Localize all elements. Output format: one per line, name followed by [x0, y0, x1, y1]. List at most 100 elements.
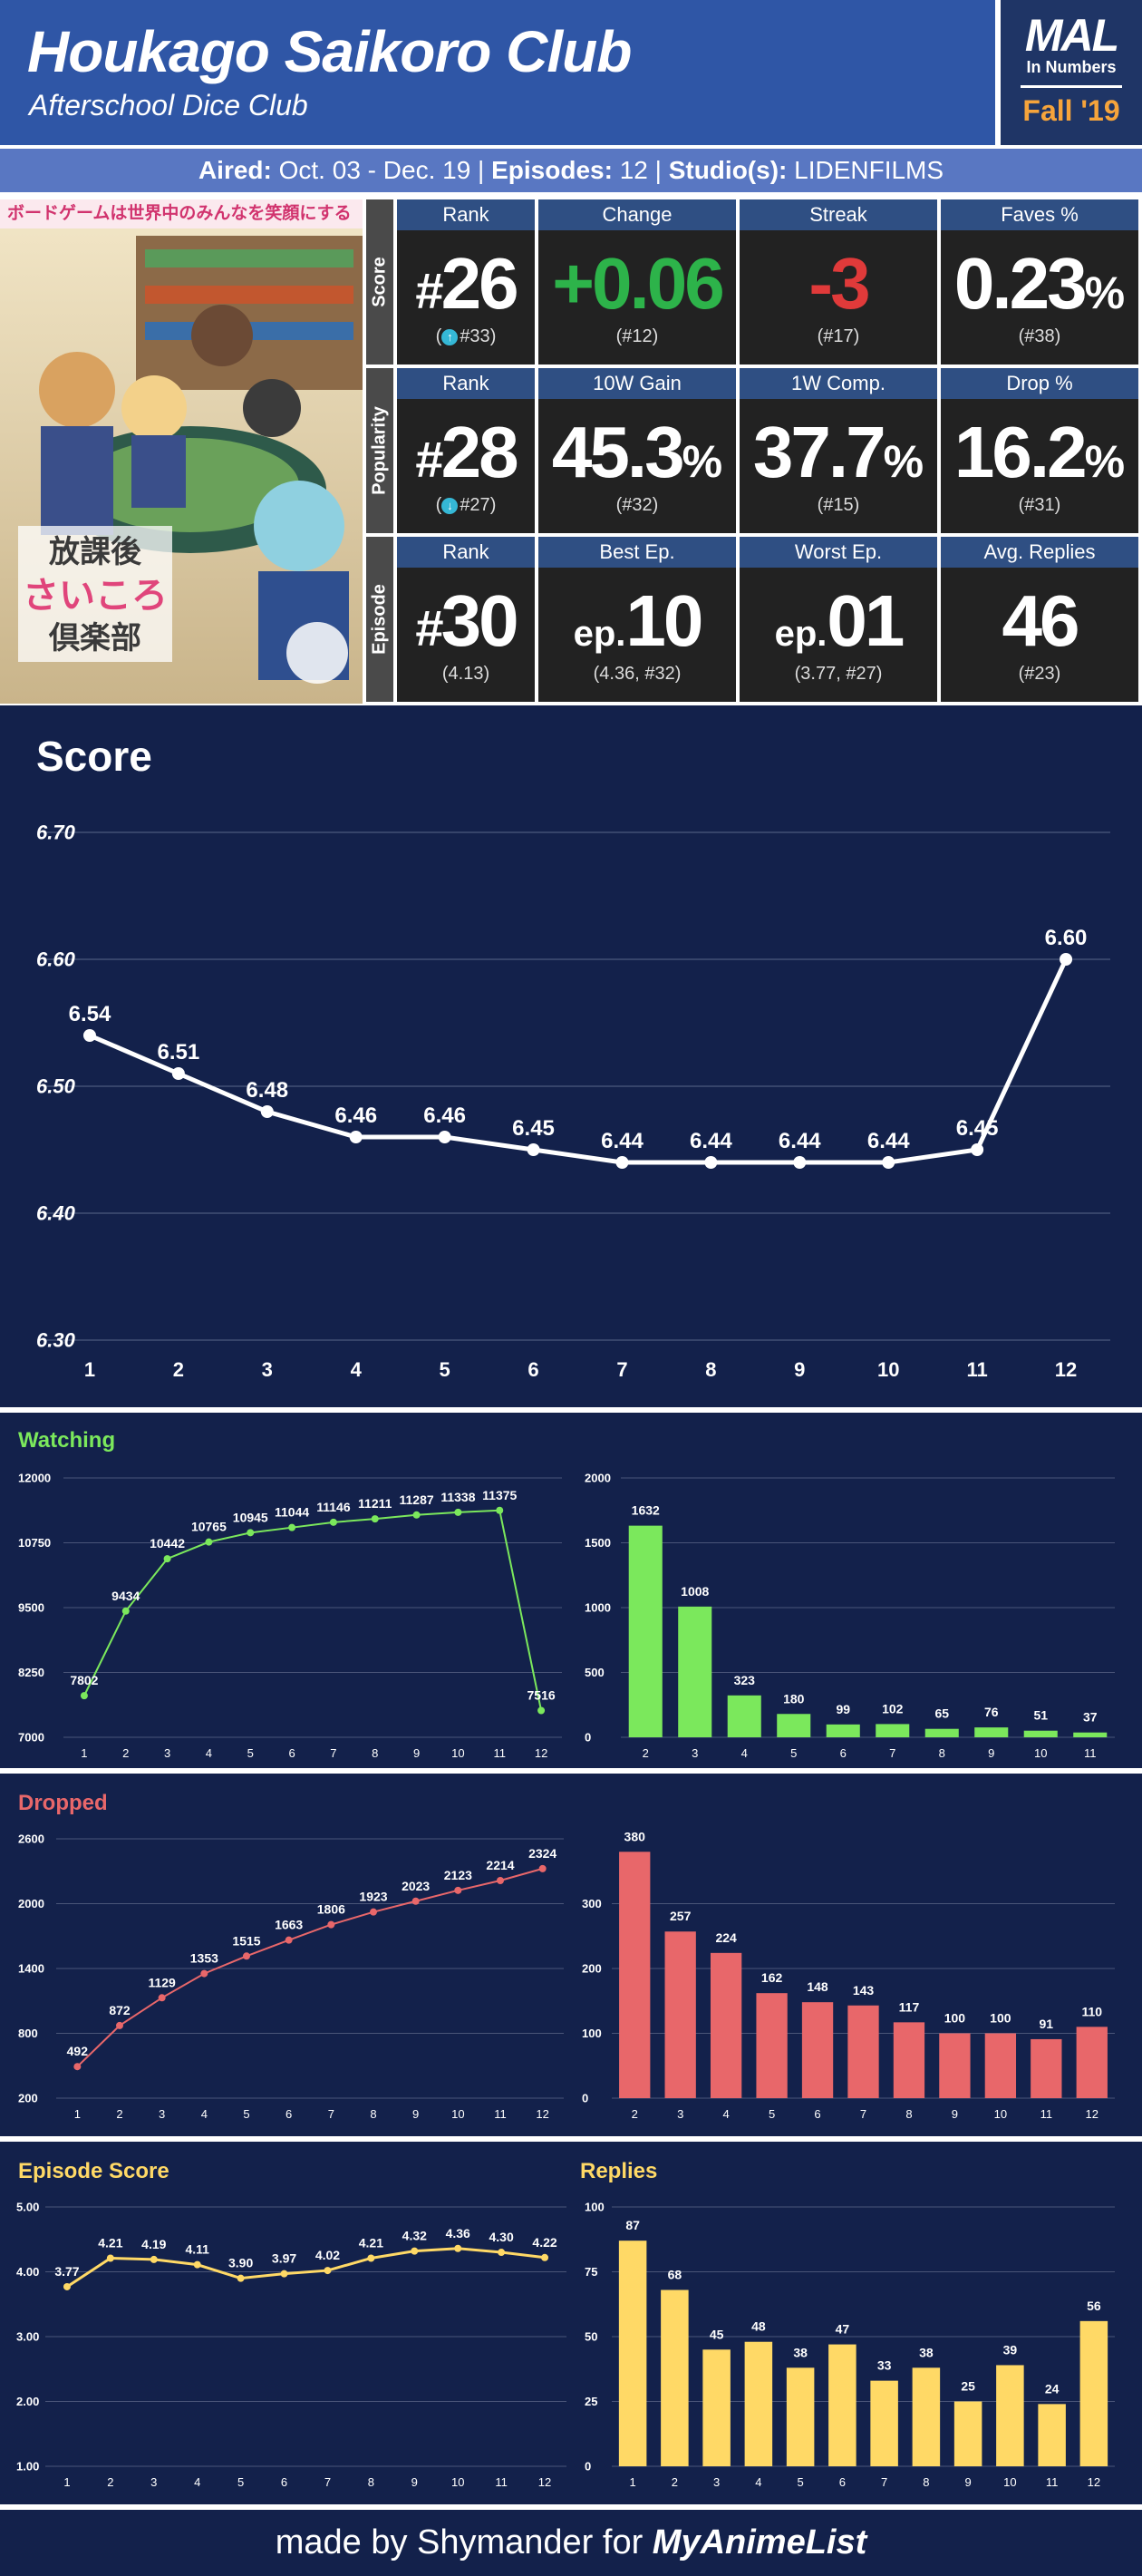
data-label: 162 — [761, 1970, 783, 1985]
y-tick-label: 9500 — [18, 1601, 44, 1615]
data-label: 100 — [990, 2011, 1011, 2026]
data-point — [412, 1511, 421, 1519]
data-label: 6.44 — [779, 1129, 821, 1153]
data-label: 102 — [882, 1701, 904, 1716]
arrow-up-icon: ↑ — [441, 328, 459, 345]
popularity-rank-sub: (↓ #27) — [435, 495, 497, 515]
studio-value: LIDENFILMS — [794, 156, 944, 184]
data-label: 99 — [836, 1702, 850, 1716]
data-label: 11146 — [316, 1500, 351, 1514]
x-tick-label: 2 — [173, 1358, 184, 1381]
score-rank-sub: (↑ #33) — [435, 326, 497, 346]
separator: | — [478, 156, 485, 184]
y-tick-label: 3.00 — [16, 2330, 39, 2344]
x-tick-label: 9 — [413, 1746, 420, 1760]
rank-number: 28 — [440, 412, 519, 492]
x-tick-label: 11 — [966, 1358, 987, 1381]
x-tick-label: 11 — [1084, 1746, 1097, 1760]
data-point — [411, 2247, 419, 2255]
bar — [801, 2002, 834, 2098]
popularity-gain-cell: 10W Gain 45.3% (#32) — [538, 368, 736, 533]
cell-header: Faves % — [941, 199, 1138, 230]
x-tick-label: 7 — [328, 2107, 334, 2121]
bar — [1031, 2038, 1062, 2098]
data-label: 4.36 — [446, 2226, 470, 2241]
data-label: 10945 — [233, 1510, 268, 1524]
data-label: 2214 — [486, 1858, 514, 1872]
cell-header: Drop % — [941, 368, 1138, 399]
hash-symbol: # — [415, 431, 443, 488]
y-tick-label: 7000 — [18, 1731, 44, 1745]
chart-title: Episode Score — [18, 2159, 169, 2183]
footer-text: made by Shymander for — [275, 2523, 644, 2561]
cell-header: Worst Ep. — [740, 537, 937, 568]
poster-illustration: 放課後 さいころ 倶楽部 — [0, 199, 363, 704]
bar — [628, 1525, 663, 1737]
x-tick-label: 4 — [723, 2107, 730, 2121]
avg-replies-sub: (#23) — [1018, 664, 1061, 684]
data-label: 11287 — [399, 1492, 433, 1507]
data-point — [882, 1156, 895, 1169]
x-tick-label: 7 — [330, 1746, 336, 1760]
y-tick-label: 1500 — [585, 1536, 611, 1550]
data-point — [370, 1908, 377, 1916]
data-point — [1060, 953, 1073, 966]
bar — [678, 1606, 712, 1737]
x-tick-label: 8 — [923, 2475, 929, 2489]
y-tick-label: 200 — [582, 1962, 602, 1976]
data-label: 7516 — [527, 1687, 556, 1702]
data-label: 6.45 — [512, 1116, 555, 1141]
x-tick-label: 6 — [839, 2475, 846, 2489]
data-label: 6.45 — [956, 1116, 999, 1141]
y-tick-label: 0 — [582, 2092, 588, 2105]
data-label: 45 — [710, 2327, 724, 2341]
data-point — [171, 1067, 185, 1080]
x-tick-label: 12 — [1055, 1358, 1077, 1381]
data-point — [454, 2244, 462, 2252]
x-tick-label: 1 — [81, 1746, 87, 1760]
data-label: 1663 — [275, 1918, 303, 1932]
data-label: 1129 — [148, 1975, 176, 1989]
data-point — [498, 2249, 506, 2257]
data-label: 11338 — [440, 1490, 475, 1504]
y-tick-label: 1.00 — [16, 2460, 39, 2474]
bar — [710, 1952, 742, 2098]
footer: made by Shymander for MyAnimeList — [0, 2510, 1142, 2576]
worst-episode-cell: Worst Ep. ep.01 (3.77, #27) — [740, 537, 937, 702]
bar — [1073, 1732, 1108, 1737]
data-label: 1923 — [359, 1890, 387, 1904]
series-line — [88, 957, 1069, 1165]
x-tick-label: 3 — [692, 1746, 698, 1760]
gain-number: 45.3 — [551, 412, 685, 492]
data-point — [73, 2063, 82, 2071]
x-tick-label: 8 — [368, 2475, 374, 2489]
bar — [826, 1724, 860, 1737]
data-label: 6.60 — [1045, 926, 1088, 950]
x-tick-label: 10 — [1003, 2475, 1016, 2489]
y-tick-label: 6.30 — [36, 1329, 76, 1352]
data-label: 9434 — [111, 1589, 140, 1603]
bar — [939, 2033, 971, 2098]
data-point — [200, 1969, 208, 1978]
data-point — [496, 1506, 504, 1514]
data-point — [63, 2282, 71, 2290]
data-label: 37 — [1083, 1710, 1098, 1725]
data-label: 4.02 — [315, 2248, 340, 2262]
data-label: 10765 — [191, 1520, 227, 1534]
popularity-drop-value: 16.2% — [941, 413, 1138, 501]
cell-header: Streak — [740, 199, 937, 230]
x-tick-label: 12 — [536, 2107, 548, 2121]
bar — [912, 2367, 941, 2466]
series-line — [83, 1509, 543, 1711]
data-label: 4.11 — [185, 2242, 209, 2257]
x-tick-label: 3 — [159, 2107, 165, 2121]
x-tick-label: 11 — [494, 1746, 507, 1760]
x-tick-label: 9 — [965, 2475, 972, 2489]
rank-number: 30 — [440, 580, 519, 661]
x-tick-label: 2 — [643, 1746, 649, 1760]
data-point — [247, 1529, 255, 1537]
data-point — [704, 1156, 718, 1169]
x-tick-label: 6 — [281, 2475, 287, 2489]
data-label: 6.44 — [601, 1129, 644, 1153]
